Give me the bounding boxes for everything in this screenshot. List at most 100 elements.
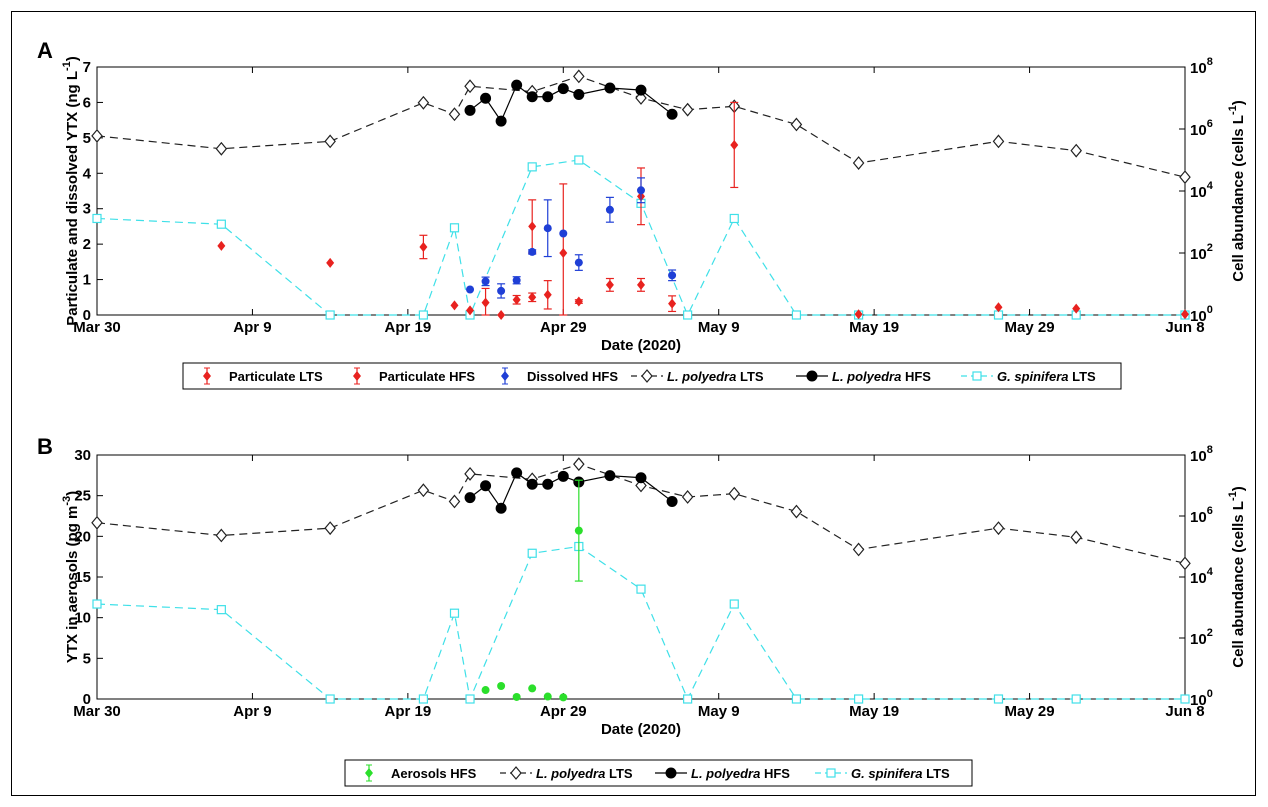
data-point	[604, 470, 616, 482]
x-tick-label: Mar 30	[73, 319, 121, 336]
y2-tick-exp: 6	[1207, 505, 1213, 517]
x-tick-label: Apr 9	[233, 319, 271, 336]
legend-label: Dissolved HFS	[527, 369, 618, 384]
legend-label: L. polyedra HFS	[832, 369, 931, 384]
legend-label: L. polyedra LTS	[536, 766, 633, 781]
series-dissolved-hfs	[466, 177, 677, 299]
y2-tick-exp: 4	[1207, 566, 1214, 578]
data-point	[448, 107, 461, 122]
data-point	[574, 155, 584, 165]
data-point	[450, 300, 459, 311]
y-tick-label: 0	[83, 307, 91, 324]
data-point	[992, 134, 1005, 149]
data-point	[574, 258, 583, 267]
data-point	[574, 526, 583, 535]
y-tick-label: 1	[83, 272, 91, 289]
data-point	[92, 599, 102, 609]
data-point	[559, 693, 568, 702]
y2-tick-label: 104	[1190, 566, 1214, 587]
legend-marker	[806, 370, 818, 382]
x-tick-label: Mar 30	[73, 703, 121, 720]
y-tick-label: 5	[83, 650, 91, 667]
data-point	[448, 494, 461, 509]
data-point	[605, 279, 614, 290]
legend-item: Particulate HFS	[353, 367, 475, 385]
legend-label-species: G. spinifera	[851, 766, 923, 781]
data-point	[729, 213, 739, 224]
data-point	[668, 298, 677, 309]
legend-marker	[501, 371, 509, 381]
data-point	[604, 82, 616, 94]
legend-label-site: LTS	[1069, 369, 1097, 384]
data-point	[480, 480, 492, 492]
data-point	[526, 478, 538, 490]
data-point	[91, 515, 103, 530]
data-point	[449, 608, 460, 618]
x-tick-label: May 9	[698, 703, 740, 720]
y2-tick-base: 10	[1190, 448, 1207, 465]
data-point	[497, 681, 506, 690]
legend-marker	[972, 371, 982, 381]
data-point	[543, 224, 552, 233]
x-tick-label: May 29	[1005, 703, 1055, 720]
y2-tick-label: 106	[1190, 118, 1213, 139]
data-point	[512, 692, 521, 701]
y-tick-label: 4	[83, 165, 92, 182]
series-l-polyedra-hfs	[464, 79, 678, 127]
data-point	[466, 285, 475, 294]
x-tick-label: Apr 9	[233, 703, 271, 720]
legend-marker	[641, 369, 653, 383]
y2-tick-exp: 0	[1207, 688, 1213, 700]
chart-panel-b: B Mar 30 Apr 9 Apr 19 Apr 29 May 9 May 19 May 2…	[37, 434, 1247, 787]
data-point	[559, 229, 568, 238]
data-point	[512, 294, 521, 305]
legend-label: G. spinifera LTS	[997, 369, 1096, 384]
legend-item: L. polyedra LTS	[500, 766, 633, 781]
y2-tick-label: 102	[1190, 627, 1213, 648]
y2-tick-base: 10	[1190, 122, 1207, 139]
y-axis-label: YTX in aerosols (pg m-3)	[61, 491, 81, 663]
data-point	[1179, 556, 1191, 571]
data-point	[418, 310, 428, 320]
data-point	[511, 467, 523, 479]
data-point	[216, 605, 226, 615]
data-point	[683, 310, 693, 320]
data-point	[683, 694, 693, 704]
data-point	[574, 296, 583, 307]
data-point	[790, 504, 803, 519]
data-point	[543, 692, 552, 701]
y2-axis-label: Cell abundance (cells L-1)	[1227, 100, 1247, 282]
data-point	[994, 302, 1003, 313]
data-point	[1071, 694, 1081, 704]
data-point	[417, 483, 430, 498]
legend-label-species: G. spinifera	[997, 369, 1069, 384]
legend-label-site: HFS	[901, 369, 931, 384]
x-tick-label: Jun 8	[1165, 319, 1204, 336]
legend-label-species: L. polyedra	[536, 766, 605, 781]
legend-item: L. polyedra HFS	[655, 766, 790, 781]
x-tick-label: May 19	[849, 319, 899, 336]
x-tick-label: May 9	[698, 319, 740, 336]
data-point	[495, 115, 507, 127]
legend-marker	[353, 371, 361, 381]
series-line	[96, 545, 1185, 702]
data-point	[466, 305, 475, 316]
data-point	[1072, 303, 1081, 314]
y-tick-label: 7	[83, 59, 91, 76]
y2-axis-label: Cell abundance (cells L-1)	[1227, 486, 1247, 668]
x-tick-label: Apr 19	[385, 319, 432, 336]
data-point	[418, 694, 428, 704]
y2-tick-exp: 2	[1207, 627, 1213, 639]
data-point	[464, 104, 476, 116]
panel-label: A	[37, 38, 53, 63]
y-tick-label: 5	[83, 130, 91, 147]
data-point	[464, 466, 476, 481]
legend-item: Aerosols HFS	[365, 764, 477, 782]
data-point	[464, 79, 476, 94]
data-point	[559, 248, 568, 258]
data-point	[666, 495, 678, 507]
data-point	[419, 241, 428, 252]
data-point	[637, 186, 645, 195]
y2-tick-exp: 6	[1207, 118, 1213, 130]
